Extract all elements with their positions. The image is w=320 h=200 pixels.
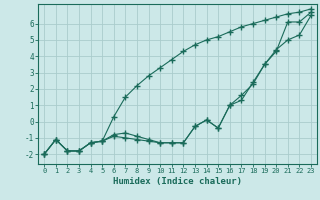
X-axis label: Humidex (Indice chaleur): Humidex (Indice chaleur) xyxy=(113,177,242,186)
